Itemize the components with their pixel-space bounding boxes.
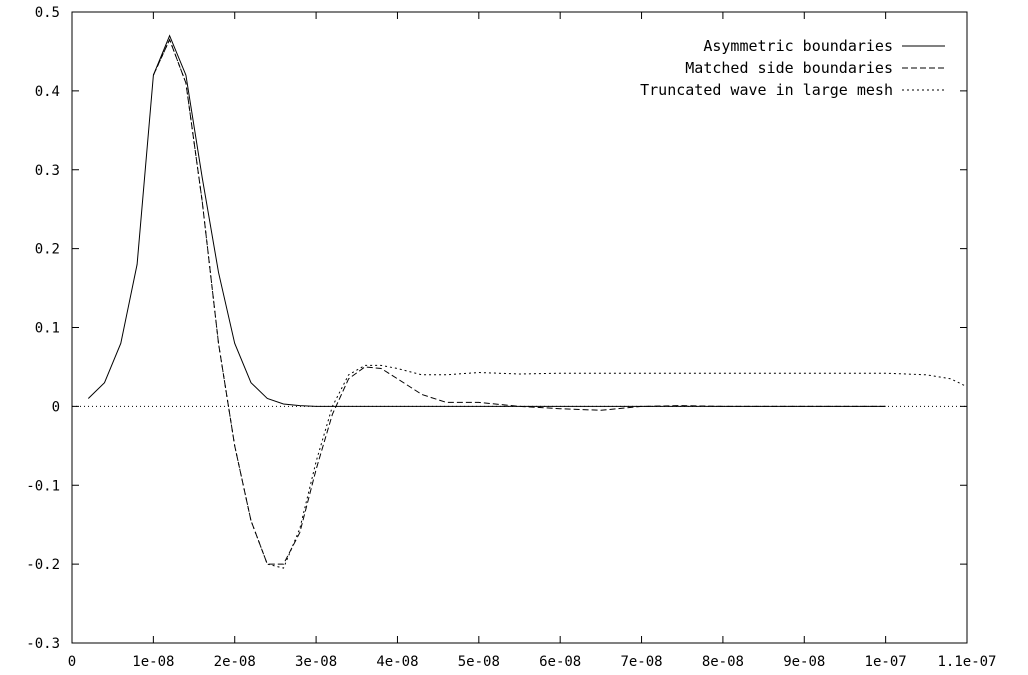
x-tick-label: 3e-08	[295, 654, 337, 670]
x-tick-label: 1e-07	[865, 654, 907, 670]
legend-label-1: Asymmetric boundaries	[703, 37, 893, 55]
x-tick-label: 9e-08	[783, 654, 825, 670]
series-group	[87, 34, 968, 569]
x-tick-label: 1.1e-07	[937, 654, 996, 670]
ticks-group	[71, 11, 968, 644]
legend-label-2: Matched side boundaries	[685, 59, 893, 77]
x-tick-labels: 0 1e-08 2e-08 3e-08 4e-08 5e-08 6e-08 7e-08 8e-0…	[68, 654, 997, 670]
y-tick-label: 0	[52, 399, 60, 415]
y-tick-label: 0.3	[35, 163, 60, 179]
x-tick-label: 0	[68, 654, 76, 670]
y-tick-label: -0.2	[26, 557, 60, 573]
legend: Asymmetric boundaries Matched side bounda…	[640, 37, 945, 99]
x-tick-label: 4e-08	[376, 654, 418, 670]
x-tick-label: 5e-08	[458, 654, 500, 670]
y-tick-label: 0.1	[35, 321, 60, 337]
x-tick-label: 6e-08	[539, 654, 581, 670]
y-tick-label: 0.2	[35, 242, 60, 258]
series-line-1	[87, 34, 886, 407]
y-tick-labels: -0.3 -0.2 -0.1 0 0.1 0.2 0.3 0.4 0.5	[26, 5, 60, 652]
series-line-2	[152, 38, 886, 565]
y-tick-label: -0.3	[26, 636, 60, 652]
x-tick-label: 1e-08	[132, 654, 174, 670]
y-tick-label: -0.1	[26, 478, 60, 494]
legend-label-3: Truncated wave in large mesh	[640, 81, 893, 99]
x-tick-label: 7e-08	[620, 654, 662, 670]
x-tick-label: 2e-08	[214, 654, 256, 670]
x-tick-label: 8e-08	[702, 654, 744, 670]
y-tick-label: 0.4	[35, 84, 60, 100]
y-tick-label: 0.5	[35, 5, 60, 21]
